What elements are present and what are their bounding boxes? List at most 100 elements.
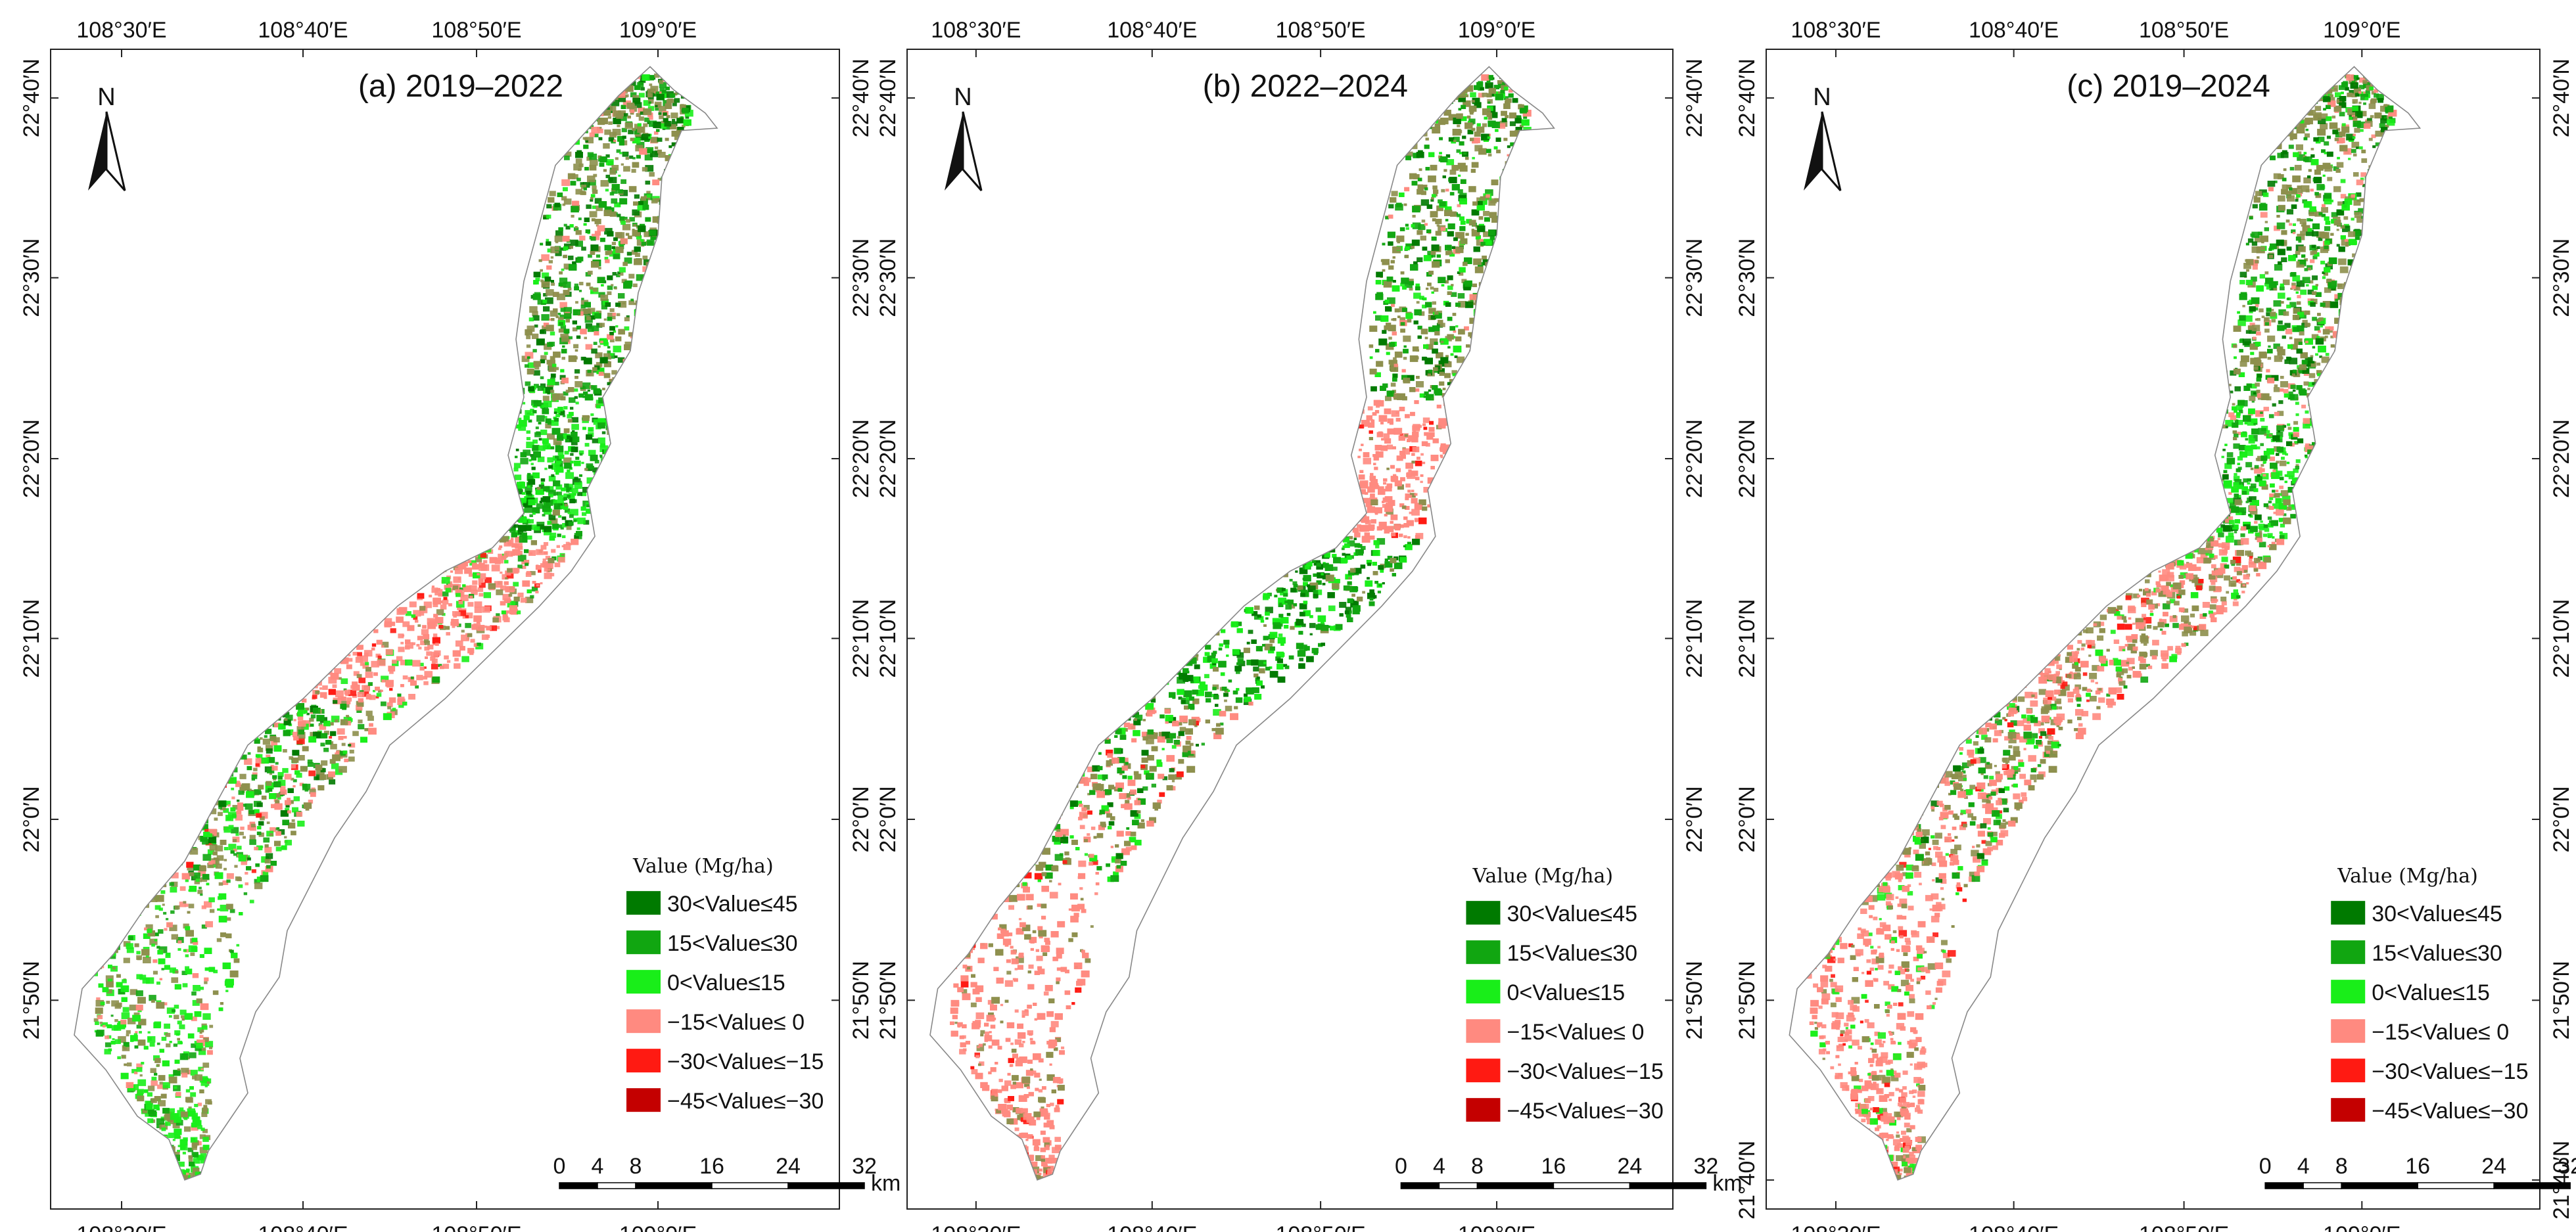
lon-label-top: 108°30′E bbox=[76, 18, 166, 43]
lat-label-right: 22°30′N bbox=[849, 239, 874, 317]
lat-label-right: 22°0′N bbox=[1682, 786, 1707, 852]
lat-label-right: 21°50′N bbox=[849, 961, 874, 1039]
lat-label-right: 22°20′N bbox=[2549, 419, 2574, 498]
legend-swatch bbox=[2331, 1059, 2366, 1083]
north-label: N bbox=[1813, 83, 1831, 111]
scale-tick-label: 0 bbox=[553, 1154, 566, 1179]
lon-label-bottom: 108°40′E bbox=[1107, 1222, 1197, 1232]
lon-label-bottom: 109°0′E bbox=[619, 1222, 697, 1232]
legend-swatch bbox=[626, 1088, 661, 1112]
lat-label-right: 22°10′N bbox=[1682, 599, 1707, 678]
lat-label-left: 22°20′N bbox=[1735, 419, 1760, 498]
lon-label-top: 108°40′E bbox=[1969, 18, 2059, 43]
scale-tick-label: 8 bbox=[630, 1154, 642, 1179]
lat-label-right: 22°40′N bbox=[2549, 58, 2574, 137]
legend-title: Value (Mg/ha) bbox=[632, 855, 774, 878]
scale-tick-label: 0 bbox=[2259, 1154, 2272, 1179]
lon-label-top: 108°50′E bbox=[1275, 18, 1365, 43]
lat-label-left: 22°40′N bbox=[19, 58, 44, 137]
legend-swatch bbox=[626, 891, 661, 915]
legend: Value (Mg/ha) 30<Value≤45 15<Value≤30 0<Val… bbox=[626, 855, 824, 1114]
north-arrow-icon: N bbox=[1804, 83, 1842, 191]
map-panel-2: (b) 2022–2024 N 108°30′E 108°40′E 108°50′E 10… bbox=[876, 18, 1743, 1232]
lat-label-right: 22°20′N bbox=[849, 419, 874, 498]
scale-tick-label: 32 bbox=[1694, 1154, 1719, 1179]
scale-tick-label: 24 bbox=[776, 1154, 801, 1179]
legend-label: 0<Value≤15 bbox=[2372, 980, 2490, 1005]
legend-label: −30<Value≤−15 bbox=[2372, 1059, 2528, 1084]
lat-label-left: 21°50′N bbox=[1735, 961, 1760, 1039]
lon-label-top: 108°30′E bbox=[931, 18, 1021, 43]
legend-swatch bbox=[1466, 940, 1501, 965]
lon-label-top: 109°0′E bbox=[2323, 18, 2400, 43]
scale-tick-label: 4 bbox=[1433, 1154, 1445, 1179]
legend-label: −15<Value≤ 0 bbox=[1507, 1020, 1644, 1045]
lat-label-left: 22°10′N bbox=[876, 599, 901, 678]
lon-label-top: 108°50′E bbox=[431, 18, 521, 43]
lat-label-right: 21°50′N bbox=[1682, 961, 1707, 1039]
legend-swatch bbox=[2331, 1019, 2366, 1043]
legend-swatch bbox=[626, 1049, 661, 1073]
legend-label: 15<Value≤30 bbox=[1507, 941, 1637, 966]
legend-swatch bbox=[1466, 980, 1501, 1004]
legend: Value (Mg/ha) 30<Value≤45 15<Value≤30 0<Val… bbox=[2331, 865, 2529, 1124]
panel-title: (b) 2022–2024 bbox=[1203, 69, 1408, 104]
legend-swatch bbox=[626, 970, 661, 994]
lon-label-bottom: 109°0′E bbox=[1458, 1222, 1535, 1232]
lon-label-top: 109°0′E bbox=[619, 18, 697, 43]
legend-label: −30<Value≤−15 bbox=[667, 1049, 824, 1074]
lat-label-left: 22°30′N bbox=[1735, 239, 1760, 317]
scale-tick-label: 16 bbox=[699, 1154, 724, 1179]
legend-label: −15<Value≤ 0 bbox=[2372, 1020, 2509, 1045]
lat-label-left: 22°20′N bbox=[876, 419, 901, 498]
lat-label-right: 22°30′N bbox=[1682, 239, 1707, 317]
legend-title: Value (Mg/ha) bbox=[2337, 865, 2478, 888]
legend-label: −45<Value≤−30 bbox=[2372, 1099, 2528, 1124]
lat-label-right: 21°50′N bbox=[2549, 961, 2574, 1039]
legend-swatch bbox=[2331, 940, 2366, 965]
scale-tick-label: 16 bbox=[1541, 1154, 1566, 1179]
scale-tick-label: 4 bbox=[2297, 1154, 2310, 1179]
legend-swatch bbox=[2331, 901, 2366, 925]
map-panel-1: (a) 2019–2022 N 108°30′E 108°40′E 108°50′E 10… bbox=[19, 18, 901, 1232]
lat-label-right: 22°0′N bbox=[2549, 786, 2574, 852]
lon-label-bottom: 108°30′E bbox=[76, 1222, 166, 1232]
lat-label-left: 22°40′N bbox=[876, 58, 901, 137]
panel-title: (c) 2019–2024 bbox=[2067, 69, 2270, 104]
legend-swatch bbox=[626, 1009, 661, 1034]
lon-label-bottom: 108°40′E bbox=[1969, 1222, 2059, 1232]
lon-label-top: 108°30′E bbox=[1791, 18, 1881, 43]
lat-label-right: 21°40′N bbox=[2549, 1141, 2574, 1220]
lon-label-bottom: 108°40′E bbox=[258, 1222, 348, 1232]
carbon-change-raster bbox=[930, 66, 1555, 1180]
legend-label: 15<Value≤30 bbox=[667, 931, 798, 956]
north-arrow-icon: N bbox=[945, 83, 983, 191]
lat-label-left: 21°50′N bbox=[876, 961, 901, 1039]
lon-label-top: 108°40′E bbox=[258, 18, 348, 43]
legend-swatch bbox=[2331, 980, 2366, 1004]
scale-unit: km bbox=[1712, 1171, 1742, 1196]
north-label: N bbox=[954, 83, 972, 111]
study-area-outline bbox=[1789, 66, 2422, 1181]
lat-label-right: 22°40′N bbox=[849, 58, 874, 137]
lat-label-right: 22°0′N bbox=[849, 786, 874, 852]
north-arrow-icon: N bbox=[88, 83, 126, 191]
legend-label: 15<Value≤30 bbox=[2372, 941, 2502, 966]
lat-label-left: 21°40′N bbox=[1735, 1141, 1760, 1220]
scale-tick-label: 24 bbox=[1618, 1154, 1643, 1179]
lat-label-left: 22°0′N bbox=[19, 786, 44, 852]
legend-label: 30<Value≤45 bbox=[1507, 901, 1637, 926]
scale-tick-label: 16 bbox=[2405, 1154, 2430, 1179]
lat-label-right: 22°30′N bbox=[2549, 239, 2574, 317]
scale-tick-label: 8 bbox=[1471, 1154, 1484, 1179]
lat-label-left: 22°0′N bbox=[1735, 786, 1760, 852]
lat-label-right: 22°40′N bbox=[1682, 58, 1707, 137]
legend-label: 30<Value≤45 bbox=[2372, 901, 2502, 926]
legend: Value (Mg/ha) 30<Value≤45 15<Value≤30 0<Val… bbox=[1466, 865, 1664, 1124]
lat-label-left: 22°0′N bbox=[876, 786, 901, 852]
legend-swatch bbox=[2331, 1098, 2366, 1122]
legend-label: −15<Value≤ 0 bbox=[667, 1010, 805, 1035]
